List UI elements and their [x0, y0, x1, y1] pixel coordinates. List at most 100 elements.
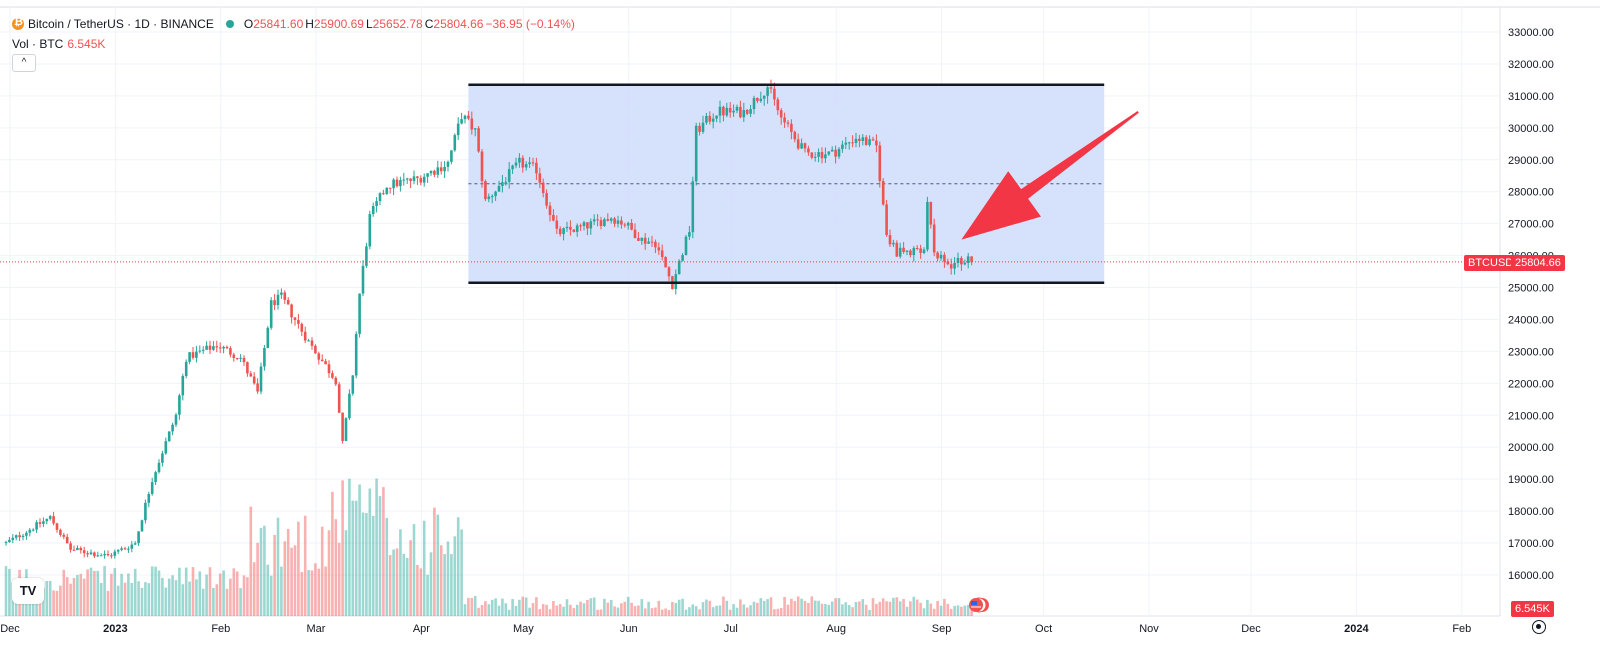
volume-bar — [45, 581, 49, 616]
legend-collapse-button[interactable]: ^ — [12, 54, 36, 72]
candle-body — [35, 522, 38, 530]
volume-bar — [429, 552, 433, 616]
volume-bar — [249, 506, 253, 616]
volume-bar — [830, 601, 834, 616]
volume-bar — [773, 609, 776, 616]
candle-body — [385, 187, 389, 194]
candle-body — [65, 536, 69, 544]
candle-body — [89, 552, 93, 555]
volume-bar — [766, 599, 769, 616]
candle-body — [616, 220, 620, 224]
candle-body — [280, 292, 283, 295]
volume-bar — [76, 575, 79, 616]
candle-body — [314, 345, 317, 354]
volume-bar — [334, 519, 338, 616]
volume-bar — [103, 566, 106, 616]
candle-body — [660, 250, 664, 257]
candle-body — [847, 142, 851, 144]
candle-body — [936, 252, 939, 259]
volume-bar — [599, 609, 603, 616]
symbol-title[interactable]: Bitcoin / TetherUS · 1D · BINANCE — [28, 17, 214, 31]
volume-bar — [623, 601, 627, 616]
volume-bar — [643, 608, 647, 616]
candle-body — [62, 534, 66, 537]
candle-body — [518, 157, 521, 163]
volume-bar — [793, 601, 797, 616]
volume-bar — [538, 609, 542, 616]
candle-body — [144, 502, 147, 521]
volume-bar — [688, 607, 691, 616]
volume-bar — [324, 566, 327, 616]
volume-bar — [368, 488, 372, 616]
candle-body — [759, 98, 763, 102]
candle-body — [218, 347, 222, 349]
candle-body — [31, 529, 35, 531]
volume-bar — [460, 529, 463, 616]
x-tick-label-4: Apr — [413, 623, 430, 635]
candle-body — [419, 178, 423, 183]
candle-body — [348, 393, 351, 419]
volume-bar — [701, 602, 705, 616]
tradingview-logo[interactable]: TV — [12, 578, 44, 604]
bitcoin-icon — [12, 16, 24, 30]
candle-body — [905, 250, 909, 252]
candle-body — [337, 384, 341, 413]
candle-body — [55, 523, 59, 530]
volume-bar — [718, 605, 722, 616]
volume-bar — [657, 600, 661, 616]
volume-bar — [269, 575, 273, 616]
candle-body — [21, 535, 25, 538]
volume-bar — [756, 602, 759, 616]
candle-body — [246, 362, 249, 374]
volume-bar — [171, 575, 174, 616]
candle-body — [864, 137, 868, 145]
volume-bar — [633, 606, 637, 616]
volume-bar — [953, 605, 956, 616]
candle-body — [813, 156, 817, 158]
volume-bar — [154, 566, 157, 616]
volume-bar — [824, 603, 827, 616]
volume-bar — [664, 608, 667, 616]
volume-bar — [936, 600, 939, 616]
candle-body — [667, 267, 671, 277]
volume-bar — [218, 573, 222, 616]
volume-bar — [603, 598, 606, 616]
volume-bar — [752, 601, 756, 616]
candle-body — [623, 224, 627, 226]
candle-body — [861, 137, 865, 141]
candle-body — [756, 97, 759, 102]
volume-bar — [395, 548, 399, 616]
volume-bar — [235, 571, 239, 616]
y-tick-label-14: 19000.00 — [1508, 474, 1554, 486]
candle-body — [416, 176, 419, 179]
candle-body — [229, 348, 232, 355]
candle-body — [783, 117, 786, 123]
volume-label[interactable]: Vol · BTC — [12, 37, 64, 51]
volume-bar — [89, 567, 93, 616]
chart-legend: Bitcoin / TetherUS · 1D · BINANCE O25841… — [12, 14, 577, 54]
candle-body — [331, 373, 334, 378]
candle-body — [45, 518, 49, 522]
candle-body — [72, 549, 76, 551]
volume-bar — [871, 598, 875, 616]
volume-bar — [409, 540, 412, 616]
candle-body — [201, 349, 205, 351]
open-value: 25841.60 — [253, 17, 304, 31]
candle-body — [875, 140, 878, 146]
gear-icon[interactable] — [1532, 620, 1546, 634]
volume-bar — [127, 573, 130, 616]
volume-bar — [484, 601, 487, 616]
volume-bar — [293, 545, 297, 616]
candle-body — [69, 543, 72, 550]
candle-body — [269, 300, 273, 328]
chevron-up-icon: ^ — [21, 57, 27, 68]
volume-bar — [48, 580, 52, 616]
volume-bar — [905, 606, 909, 616]
us-flag-icon[interactable] — [968, 597, 990, 613]
volume-bar — [276, 517, 280, 616]
volume-bar — [929, 603, 933, 616]
volume-bar — [786, 604, 790, 616]
volume-bar — [317, 568, 321, 616]
